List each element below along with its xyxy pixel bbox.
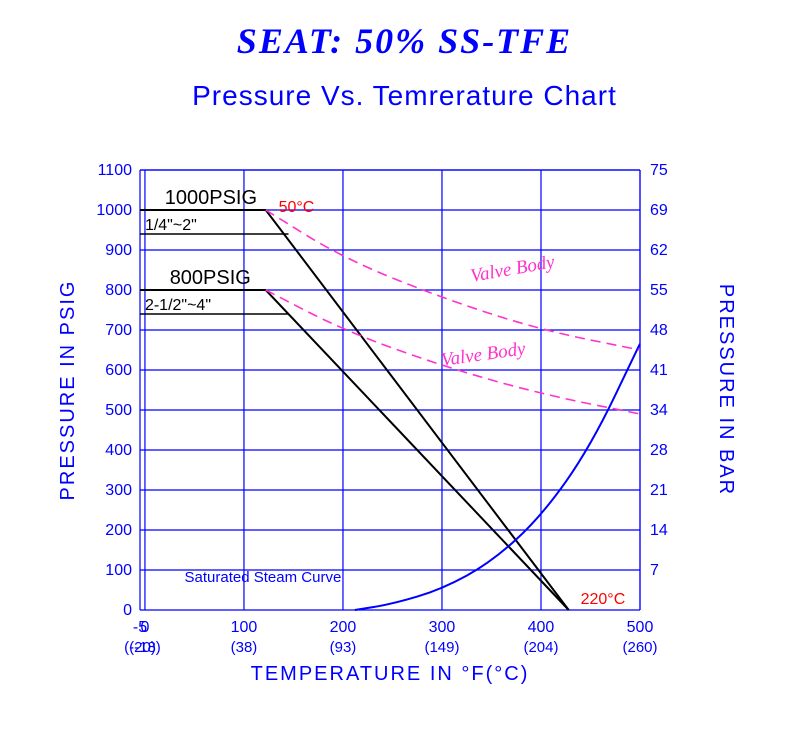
svg-text:(149): (149)	[424, 639, 459, 656]
svg-text:Valve Body: Valve Body	[440, 338, 528, 371]
svg-text:800: 800	[105, 282, 132, 299]
chart-title: SEAT: 50% SS-TFE	[0, 0, 809, 62]
svg-text:28: 28	[650, 442, 668, 459]
svg-text:200: 200	[330, 619, 357, 636]
svg-text:41: 41	[650, 362, 668, 379]
svg-text:100: 100	[231, 619, 258, 636]
chart-subtitle: Pressure Vs. Temrerature Chart	[0, 80, 809, 112]
svg-text:55: 55	[650, 282, 668, 299]
svg-text:400: 400	[105, 442, 132, 459]
svg-text:(-18): (-18)	[129, 639, 161, 656]
svg-text:500: 500	[105, 402, 132, 419]
svg-text:0: 0	[140, 619, 149, 636]
svg-text:300: 300	[429, 619, 456, 636]
svg-text:Valve Body: Valve Body	[469, 251, 557, 287]
svg-text:1/4"~2": 1/4"~2"	[145, 217, 197, 234]
svg-text:800PSIG: 800PSIG	[170, 267, 251, 289]
svg-text:(260): (260)	[622, 639, 657, 656]
svg-text:69: 69	[650, 202, 668, 219]
chart-area: 0 100 7 200 14 300 21 400 28 500 34 600 41 700 48 800 55…	[60, 150, 750, 710]
svg-text:(204): (204)	[523, 639, 558, 656]
svg-text:1000: 1000	[96, 202, 132, 219]
svg-text:34: 34	[650, 402, 668, 419]
svg-text:900: 900	[105, 242, 132, 259]
chart-svg: 0 100 7 200 14 300 21 400 28 500 34 600 41 700 48 800 55…	[60, 150, 750, 710]
svg-text:14: 14	[650, 522, 668, 539]
svg-text:300: 300	[105, 482, 132, 499]
svg-text:1000PSIG: 1000PSIG	[165, 187, 257, 209]
svg-text:500: 500	[627, 619, 654, 636]
svg-text:PRESSURE IN PSIG: PRESSURE IN PSIG	[60, 280, 79, 501]
svg-text:(38): (38)	[231, 639, 258, 656]
svg-text:Saturated Steam Curve: Saturated Steam Curve	[185, 569, 342, 586]
svg-text:100: 100	[105, 562, 132, 579]
svg-text:200: 200	[105, 522, 132, 539]
svg-text:62: 62	[650, 242, 668, 259]
svg-text:21: 21	[650, 482, 668, 499]
svg-text:1100: 1100	[98, 162, 133, 179]
svg-text:7: 7	[650, 562, 659, 579]
svg-text:400: 400	[528, 619, 555, 636]
svg-text:50°C: 50°C	[279, 199, 315, 216]
svg-text:PRESSURE IN BAR: PRESSURE IN BAR	[715, 284, 737, 496]
svg-text:75: 75	[650, 162, 668, 179]
svg-text:2-1/2"~4": 2-1/2"~4"	[145, 297, 211, 314]
svg-text:(93): (93)	[330, 639, 357, 656]
svg-text:220°C: 220°C	[581, 591, 626, 608]
svg-text:48: 48	[650, 322, 668, 339]
svg-text:TEMPERATURE IN °F(°C): TEMPERATURE IN °F(°C)	[251, 663, 530, 685]
svg-text:0: 0	[123, 602, 132, 619]
svg-text:600: 600	[105, 362, 132, 379]
svg-text:700: 700	[105, 322, 132, 339]
